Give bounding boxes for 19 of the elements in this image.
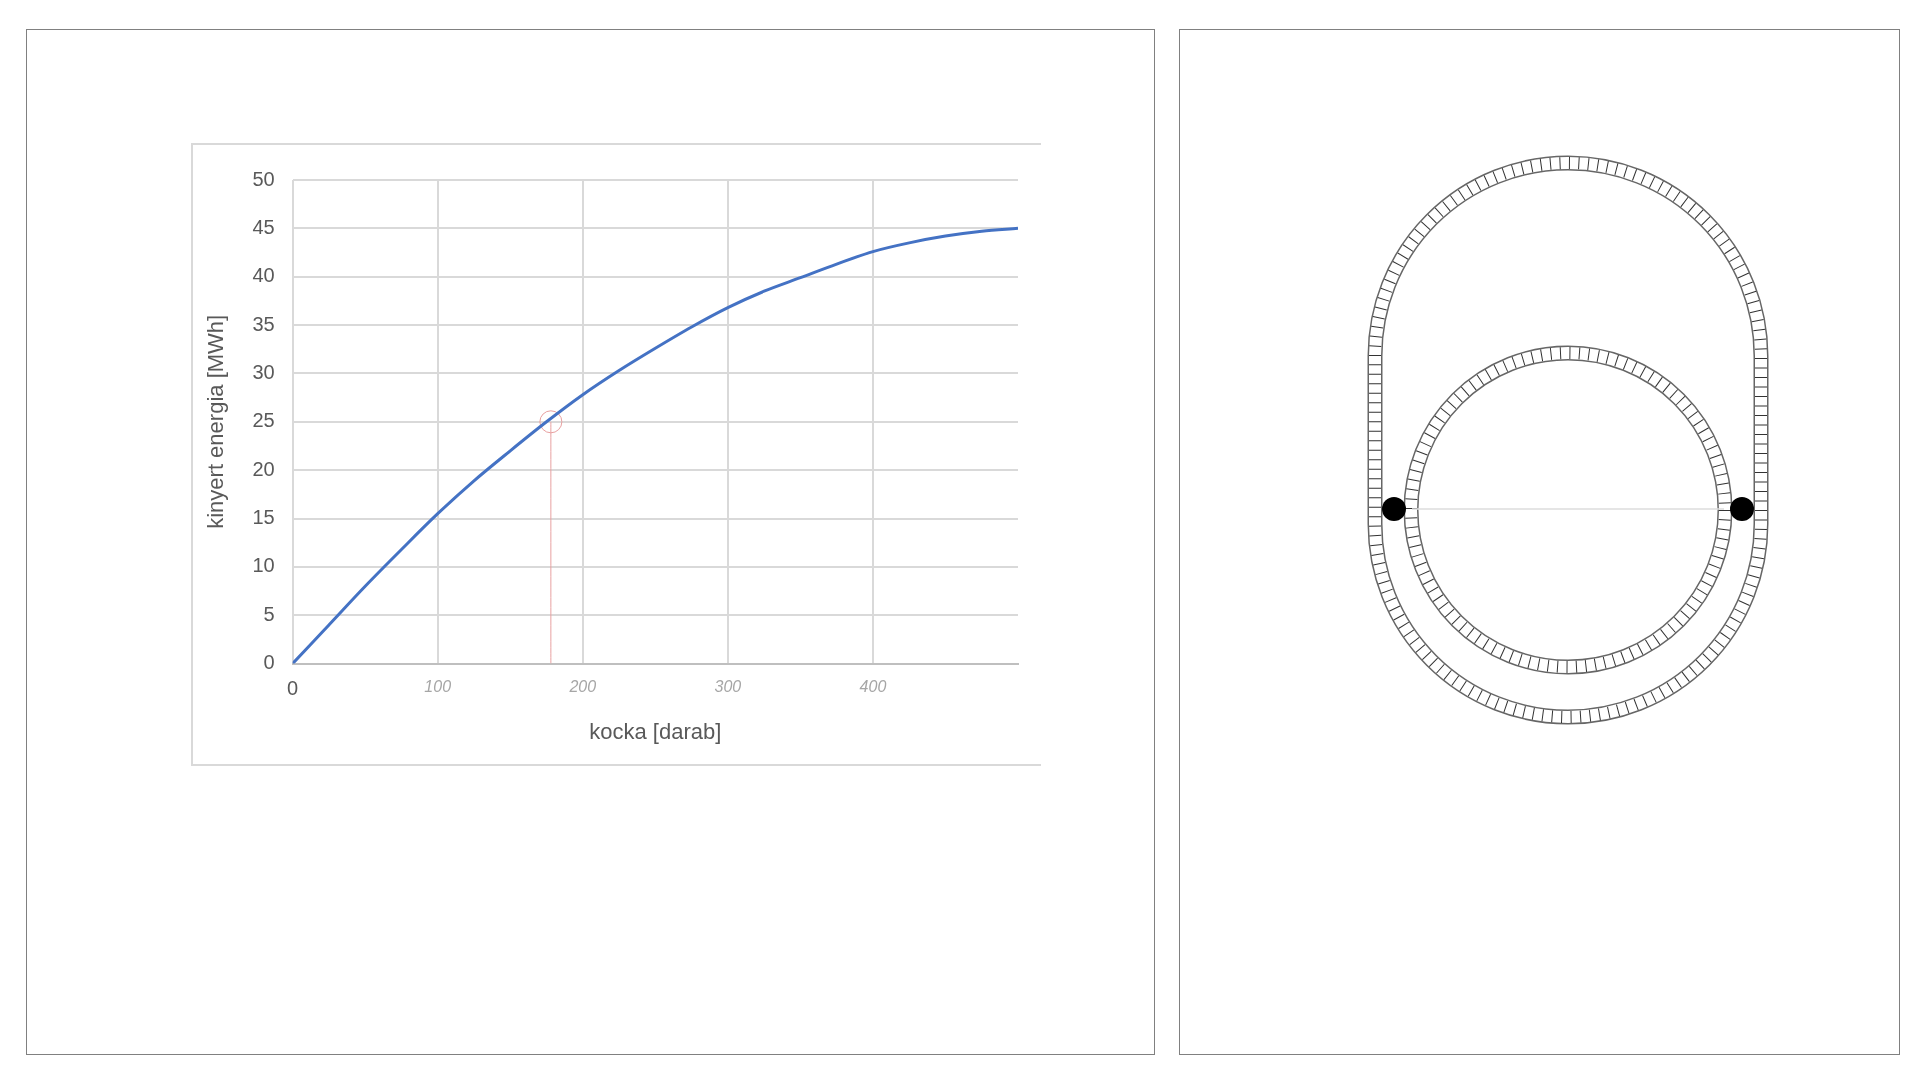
- y-tick-label: 35: [252, 312, 275, 335]
- y-tick-label: 25: [252, 409, 275, 432]
- y-tick-label: 30: [252, 360, 275, 383]
- y-tick-label: 0: [263, 651, 275, 674]
- y-axis-title: kinyert energia [MWh]: [203, 314, 229, 529]
- x-axis-title: kocka [darab]: [589, 718, 722, 744]
- x-tick-label: 100: [424, 677, 452, 695]
- x-tick-label: 0: [287, 677, 299, 700]
- y-tick-label: 45: [252, 215, 275, 238]
- y-tick-label: 15: [252, 506, 275, 529]
- x-tick-label: 300: [714, 677, 742, 695]
- y-tick-label: 40: [252, 264, 275, 287]
- y-tick-label: 20: [252, 457, 275, 480]
- y-tick-label: 5: [263, 602, 275, 625]
- line-series: [292, 226, 1018, 664]
- x-tick-label: 400: [859, 677, 887, 695]
- y-tick-label: 50: [252, 167, 275, 190]
- x-tick-label: 200: [568, 677, 597, 695]
- y-tick-label: 10: [252, 554, 275, 577]
